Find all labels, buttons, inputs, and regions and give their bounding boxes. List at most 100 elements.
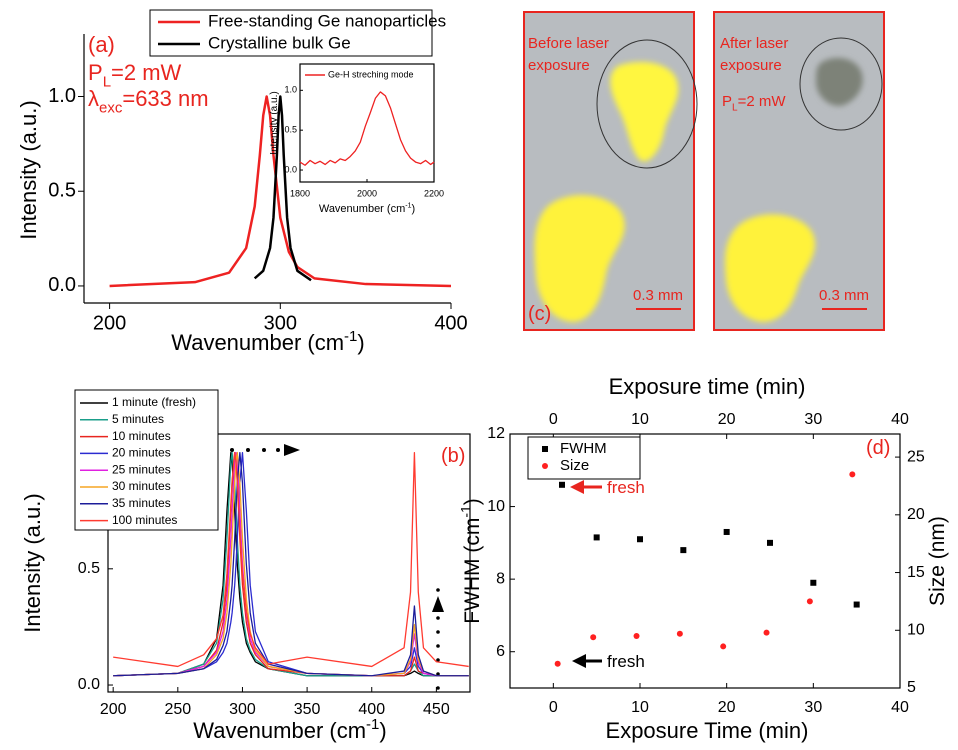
scale-label: 0.3 mm: [633, 287, 683, 304]
particle-blob: [610, 62, 679, 162]
micrograph-panel: Before laser exposure 0.3 mm (c) After l…: [523, 11, 885, 331]
x-axis-title: Wavenumber (cm-1): [171, 328, 364, 355]
x2-tick-label: 40: [891, 411, 909, 428]
annotation: fresh: [607, 652, 645, 671]
x-axis-title-part: Wavenumber (cm: [171, 330, 344, 355]
x2-tick-label: 10: [631, 411, 649, 428]
shift-indicator: [214, 444, 444, 690]
x-tick-label: 10: [631, 699, 649, 716]
y-tick-label: 1.0: [284, 85, 297, 95]
legend-label: 1 minute (fresh): [112, 395, 196, 409]
point: [559, 481, 565, 488]
series-line: [113, 451, 469, 677]
y-tick-label: 12: [487, 425, 505, 442]
legend-label: 30 minutes: [112, 479, 171, 493]
point: [720, 643, 727, 650]
y-tick-label: 6: [496, 643, 505, 660]
dot: [436, 644, 440, 648]
point: [806, 598, 813, 605]
point: [763, 629, 770, 636]
point: [680, 547, 687, 554]
highlight-ellipse: [799, 37, 883, 131]
point: [593, 534, 600, 541]
dot: [436, 672, 440, 676]
caption: Before laser: [528, 35, 609, 52]
x-tick-label: 300: [264, 312, 297, 334]
annotation: PL=2 mW: [88, 60, 182, 91]
annotation: fresh: [607, 478, 645, 497]
dot: [246, 448, 250, 452]
annotation: (d): [866, 437, 890, 459]
point: [633, 633, 640, 640]
x-axis-title-part: ): [411, 203, 415, 215]
x-axis-title-part: Wavenumber (cm: [193, 718, 366, 743]
legend-label: Ge-H streching mode: [328, 69, 414, 79]
dot: [436, 588, 440, 592]
y-axis-title-part: ): [461, 498, 484, 505]
annotation-part: L: [103, 74, 111, 91]
x2-tick-label: 20: [718, 411, 736, 428]
y-axis-title: Intensity (a.u.): [269, 91, 280, 154]
x-axis-title-part: -1: [344, 328, 357, 345]
legend-label: 35 minutes: [112, 496, 171, 510]
arrow-head: [572, 654, 586, 668]
legend-box: [74, 389, 219, 531]
annotation-part: exc: [99, 100, 123, 117]
x2-axis-title: Exposure time (min): [609, 374, 806, 399]
y-tick-label: 0.5: [284, 125, 297, 135]
highlight-ellipse: [596, 39, 698, 169]
series-line: [113, 451, 469, 677]
y2-axis-title: Size (nm): [926, 516, 949, 606]
x-tick-label: 400: [434, 312, 467, 334]
y2-tick-label: 5: [907, 679, 916, 696]
point: [810, 579, 817, 586]
dot: [230, 448, 234, 452]
point: [590, 634, 597, 641]
panel-label: (c): [528, 303, 551, 325]
power-label-part: L: [732, 103, 738, 114]
y-tick-label: 0.0: [284, 164, 297, 174]
particle-blob: [816, 58, 863, 106]
legend-swatch: [542, 463, 548, 469]
annotation-part: P: [88, 60, 103, 85]
annotation: (a): [88, 32, 115, 57]
annotation: λexc=633 nm: [88, 86, 209, 117]
point: [676, 630, 683, 637]
dot: [436, 616, 440, 620]
x-tick-label: 2000: [357, 188, 377, 198]
legend-label: 10 minutes: [112, 429, 171, 443]
legend-label: 20 minutes: [112, 446, 171, 460]
legend-label: Free-standing Ge nanoparticles: [208, 11, 446, 30]
x-tick-label: 1800: [290, 188, 310, 198]
x-tick-label: 350: [294, 701, 321, 718]
caption: After laser: [720, 35, 788, 52]
power-label-part: P: [722, 93, 732, 110]
x-axis-title-part: Wavenumber (cm: [319, 203, 405, 215]
y2-tick-label: 25: [907, 448, 925, 465]
legend-label: 100 minutes: [112, 513, 177, 527]
x-tick-label: 250: [164, 701, 191, 718]
x-axis-title: Wavenumber (cm-1): [193, 716, 386, 743]
x-axis-title-part: ): [379, 718, 386, 743]
y-axis-title: Intensity (a.u.): [20, 493, 45, 632]
power-label: PL=2 mW: [722, 93, 786, 114]
y-tick-label: 1.0: [48, 85, 76, 107]
y-tick-label: 0.5: [48, 180, 76, 202]
legend-box: [149, 9, 433, 57]
dot: [436, 686, 440, 690]
annotation-part: =633 nm: [122, 86, 208, 111]
y2-tick-label: 20: [907, 506, 925, 523]
y2-tick-label: 15: [907, 564, 925, 581]
x-tick-label: 40: [891, 699, 909, 716]
series-line: [253, 95, 312, 282]
y-axis-title-part: -1: [458, 505, 474, 518]
series-line: [113, 451, 469, 677]
x-tick-label: 30: [804, 699, 822, 716]
arrow-head: [570, 480, 584, 494]
particle-blob: [725, 214, 815, 322]
dot: [436, 658, 440, 662]
plot-frame: [107, 433, 471, 693]
y-tick-label: 0.0: [78, 676, 100, 693]
